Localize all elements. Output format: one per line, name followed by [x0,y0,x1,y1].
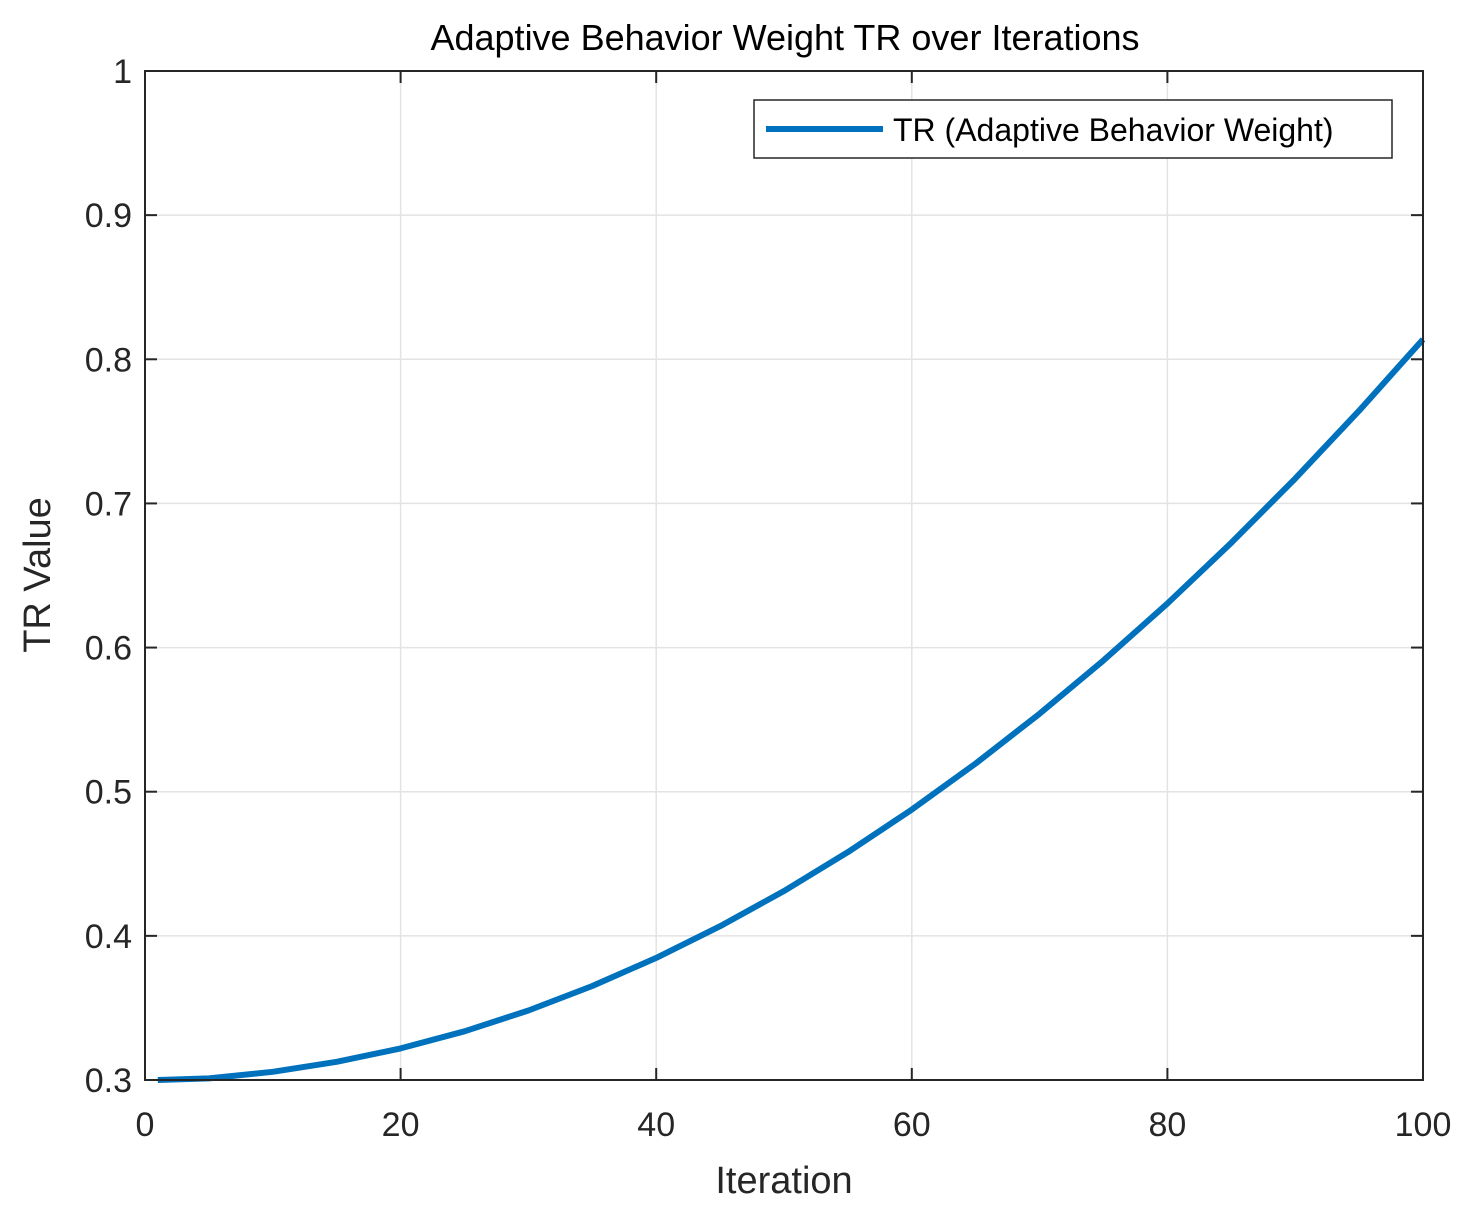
y-tick-label: 0.3 [85,1062,132,1100]
x-tick-label: 80 [1148,1106,1186,1144]
y-tick-label: 0.6 [85,630,132,668]
y-tick-label: 0.4 [85,918,132,956]
y-axis-title: TR Value [17,497,59,653]
series-line-tr [157,337,1426,1083]
y-tick-label: 0.7 [85,485,132,523]
x-tick-label: 60 [893,1106,931,1144]
chart-title: Adaptive Behavior Weight TR over Iterati… [430,17,1139,58]
y-tick-label: 0.9 [85,197,132,235]
y-tick-labels: 0.3 0.4 0.5 0.6 0.7 0.8 0.9 1 [85,53,132,1100]
x-tick-label: 0 [136,1106,155,1144]
x-tick-labels: 0 20 40 60 80 100 [136,1106,1452,1144]
grid-lines [145,71,1423,1080]
y-tick-label: 1 [113,53,132,91]
y-tick-label: 0.8 [85,341,132,379]
x-tick-label: 40 [637,1106,675,1144]
plot-area [145,71,1423,1080]
legend: TR (Adaptive Behavior Weight) [753,99,1393,159]
legend-label-tr: TR (Adaptive Behavior Weight) [893,112,1333,148]
y-tick-label: 0.5 [85,774,132,812]
x-tick-label: 100 [1395,1106,1452,1144]
axes-box [144,70,1424,1081]
x-tick-label: 20 [382,1106,420,1144]
x-axis-title: Iteration [715,1160,852,1202]
